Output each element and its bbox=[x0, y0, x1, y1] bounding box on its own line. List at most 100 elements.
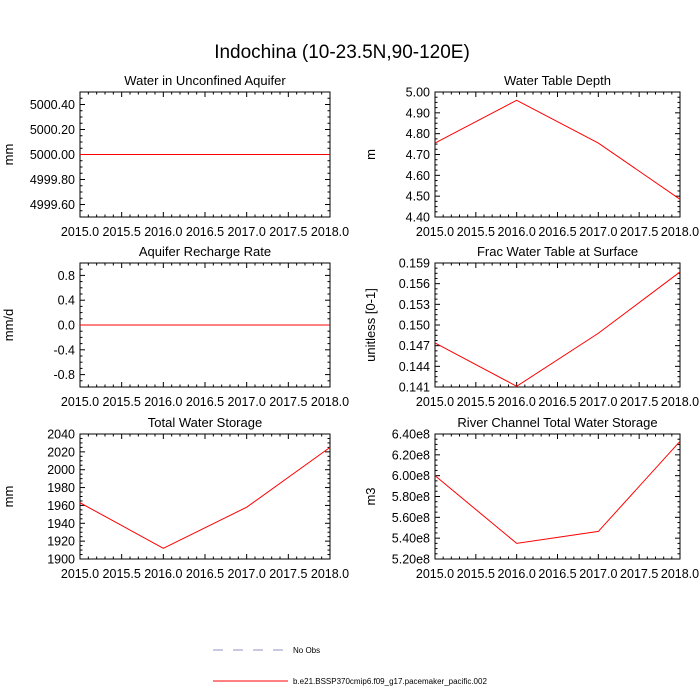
panel-title-river-channel-total-water-storage: River Channel Total Water Storage bbox=[457, 415, 657, 430]
panel-frac-water-table-at-surface: Frac Water Table at Surface unitless [0-1… bbox=[363, 244, 699, 409]
x-tick-label: 2016.5 bbox=[186, 225, 224, 239]
y-axis-label: mm bbox=[1, 144, 16, 166]
panel-water-in-unconfined-aquifer: Water in Unconfined Aquifer mm 2015.0 2015.… bbox=[1, 73, 349, 239]
x-tick-label: 2017.0 bbox=[228, 567, 266, 581]
y-tick-label: 2040 bbox=[47, 428, 75, 442]
x-tick-label: 2015.0 bbox=[416, 567, 454, 581]
plot-frame bbox=[79, 433, 331, 560]
x-tick-label: 2018.0 bbox=[661, 395, 699, 409]
y-tick-label: 1980 bbox=[47, 481, 75, 495]
panel-title-water-table-depth: Water Table Depth bbox=[504, 73, 611, 88]
y-tick-label: 4999.80 bbox=[30, 173, 75, 187]
panel-river-channel-total-water-storage: River Channel Total Water Storage m3 2015.… bbox=[363, 415, 699, 581]
y-tick-label: 5000.20 bbox=[30, 123, 75, 137]
legend: No Obs b.e21.BSSP370cmip6.f09_g17.pacema… bbox=[213, 646, 487, 686]
x-tick-label: 2016.0 bbox=[498, 225, 536, 239]
plot-frame bbox=[434, 433, 681, 560]
x-tick-label: 2017.5 bbox=[269, 567, 307, 581]
y-tick-label: 5.40e8 bbox=[392, 532, 430, 546]
y-tick-label: 5000.40 bbox=[30, 98, 75, 112]
x-tick-label: 2017.0 bbox=[228, 395, 266, 409]
x-tick-label: 2017.5 bbox=[620, 225, 658, 239]
x-tick-label: 2015.5 bbox=[103, 567, 141, 581]
panel-water-table-depth: Water Table Depth m 2015.0 2015.5 2016.0 2016… bbox=[363, 73, 699, 239]
y-tick-label: 0.153 bbox=[399, 298, 430, 312]
y-tick-label: 6.00e8 bbox=[392, 469, 430, 483]
x-tick-label: 2016.0 bbox=[144, 225, 182, 239]
x-tick-label: 2016.0 bbox=[498, 567, 536, 581]
x-tick-label: 2018.0 bbox=[661, 567, 699, 581]
x-tick-label: 2017.0 bbox=[579, 225, 617, 239]
x-tick-label: 2016.5 bbox=[186, 567, 224, 581]
x-tick-label: 2018.0 bbox=[311, 225, 349, 239]
panel-title-total-water-storage: Total Water Storage bbox=[148, 415, 262, 430]
y-axis-label: unitless [0-1] bbox=[363, 288, 378, 362]
y-tick-label: 5.80e8 bbox=[392, 490, 430, 504]
y-tick-label: 1920 bbox=[47, 535, 75, 549]
y-tick-label: 5000.00 bbox=[30, 148, 75, 162]
y-tick-label: 4.40 bbox=[406, 211, 430, 225]
x-tick-label: 2015.5 bbox=[457, 395, 495, 409]
x-tick-label: 2016.5 bbox=[538, 225, 576, 239]
y-tick-label: 0.144 bbox=[399, 360, 430, 374]
y-tick-label: -0.8 bbox=[53, 368, 75, 382]
series-line bbox=[434, 440, 681, 544]
x-tick-label: 2018.0 bbox=[661, 225, 699, 239]
legend-no-obs-label: No Obs bbox=[293, 646, 320, 655]
y-tick-label: 4.80 bbox=[406, 127, 430, 141]
y-tick-label: 6.20e8 bbox=[392, 448, 430, 462]
series-line bbox=[434, 99, 681, 200]
x-tick-label: 2017.5 bbox=[620, 567, 658, 581]
y-tick-label: 4.60 bbox=[406, 169, 430, 183]
x-tick-label: 2016.0 bbox=[144, 567, 182, 581]
y-axis-label: mm bbox=[1, 486, 16, 508]
y-tick-label: 1900 bbox=[47, 553, 75, 567]
x-tick-label: 2016.5 bbox=[538, 567, 576, 581]
y-tick-label: 4.50 bbox=[406, 190, 430, 204]
y-tick-label: 4.90 bbox=[406, 106, 430, 120]
legend-series-label: b.e21.BSSP370cmip6.f09_g17.pacemaker_pac… bbox=[293, 677, 487, 686]
x-tick-label: 2016.5 bbox=[186, 395, 224, 409]
y-tick-label: 5.20e8 bbox=[392, 553, 430, 567]
x-tick-label: 2015.0 bbox=[61, 567, 99, 581]
y-tick-label: 6.40e8 bbox=[392, 428, 430, 442]
x-tick-label: 2016.0 bbox=[144, 395, 182, 409]
y-tick-label: 0.150 bbox=[399, 319, 430, 333]
plot-frame bbox=[434, 91, 681, 218]
plot-frame bbox=[434, 262, 681, 388]
panel-total-water-storage: Total Water Storage mm 2015.0 2015.5 2016.0 2… bbox=[1, 415, 349, 581]
x-tick-label: 2015.0 bbox=[416, 225, 454, 239]
x-tick-label: 2017.5 bbox=[269, 225, 307, 239]
y-tick-label: 2020 bbox=[47, 445, 75, 459]
panel-title-frac-water-table-at-surface: Frac Water Table at Surface bbox=[477, 244, 638, 259]
y-tick-label: 0.156 bbox=[399, 277, 430, 291]
y-tick-label: 1940 bbox=[47, 517, 75, 531]
x-tick-label: 2017.0 bbox=[579, 567, 617, 581]
y-tick-label: 0.8 bbox=[58, 269, 75, 283]
x-tick-label: 2015.0 bbox=[61, 225, 99, 239]
y-tick-label: 5.00 bbox=[406, 86, 430, 100]
y-tick-label: 0.147 bbox=[399, 339, 430, 353]
figure-title: Indochina (10-23.5N,90-120E) bbox=[214, 42, 470, 63]
panel-title-aquifer-recharge-rate: Aquifer Recharge Rate bbox=[139, 244, 271, 259]
x-tick-label: 2016.0 bbox=[498, 395, 536, 409]
y-tick-label: 0.141 bbox=[399, 381, 430, 395]
y-tick-label: 4999.60 bbox=[30, 198, 75, 212]
x-tick-label: 2017.0 bbox=[228, 225, 266, 239]
y-tick-label: 0.0 bbox=[58, 319, 75, 333]
panel-title-water-in-unconfined-aquifer: Water in Unconfined Aquifer bbox=[124, 73, 286, 88]
y-tick-label: -0.4 bbox=[53, 343, 75, 357]
y-axis-label: m3 bbox=[363, 487, 378, 505]
x-tick-label: 2015.0 bbox=[416, 395, 454, 409]
x-tick-label: 2015.5 bbox=[103, 395, 141, 409]
x-tick-label: 2015.5 bbox=[103, 225, 141, 239]
x-tick-label: 2018.0 bbox=[311, 395, 349, 409]
y-tick-label: 5.60e8 bbox=[392, 511, 430, 525]
series-line bbox=[79, 446, 331, 549]
y-tick-label: 0.159 bbox=[399, 257, 430, 271]
x-tick-label: 2015.5 bbox=[457, 225, 495, 239]
x-tick-label: 2015.5 bbox=[457, 567, 495, 581]
x-tick-label: 2017.0 bbox=[579, 395, 617, 409]
